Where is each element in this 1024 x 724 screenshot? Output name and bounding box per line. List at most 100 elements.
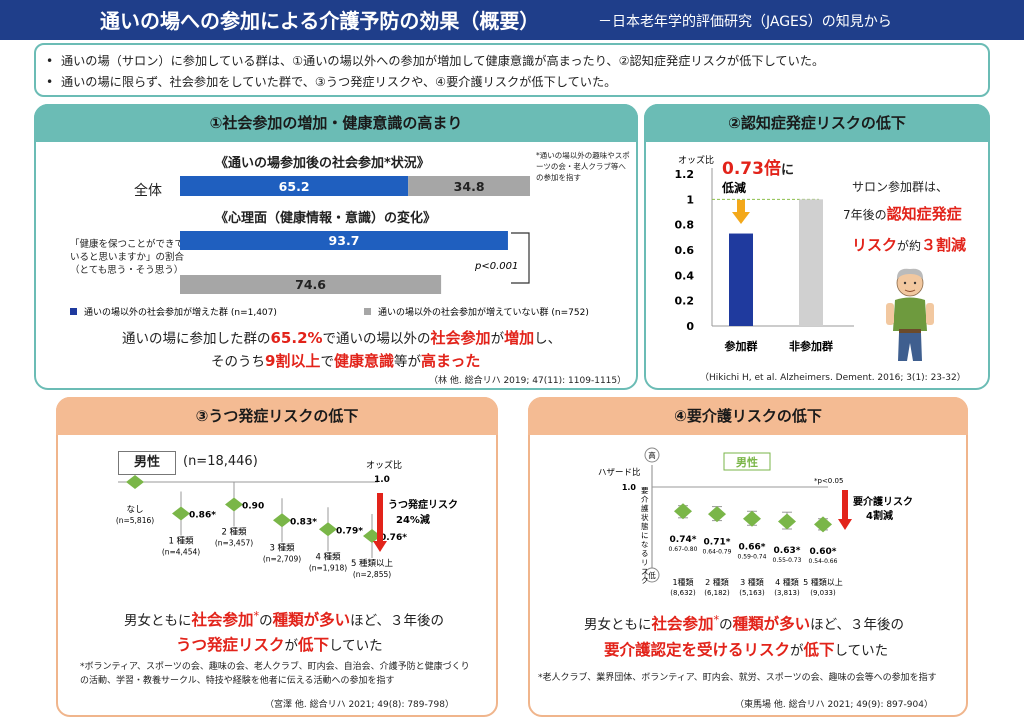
panel-1-title: ①社会参加の増加・健康意識の高まり <box>34 104 638 142</box>
confidence-interval-label: 0.64-0.79 <box>703 549 732 556</box>
legend-label-not-increased: 通いの場以外の社会参加が増えていない群 (n=752) <box>378 306 589 318</box>
significance-note: *p<0.05 <box>814 477 843 485</box>
health-awareness-bar-label: 93.7 <box>329 233 360 248</box>
odds-ratio-marker <box>225 497 243 512</box>
category-n-label: (n=4,454) <box>162 548 200 557</box>
low-marker <box>644 567 660 583</box>
odds-bar <box>799 199 823 326</box>
category-n-label: (n=5,816) <box>116 516 154 525</box>
low-label: 低 <box>648 570 656 580</box>
depression-forest-plot: オッズ比 1.0 なし(n=5,816) 0.86* 1 種類(n=4,454) 0.90… <box>116 459 458 579</box>
dementia-text-2: 7年後の認知症発症 <box>843 205 962 223</box>
hazard-ratio-label: 0.66* <box>739 542 766 552</box>
x-category-label: 非参加群 <box>789 339 833 353</box>
down-arrow-icon <box>838 519 852 530</box>
odds-ratio-marker <box>319 522 337 537</box>
category-label: 3 種類 <box>740 577 764 587</box>
panel-3-conclusion-1: 男女ともに社会参加*の種類が多いほど、３年後の <box>124 609 444 630</box>
category-label: 4 種類 <box>315 551 341 562</box>
reference-axis-label: オッズ比 <box>366 459 402 471</box>
p-value: p<0.001 <box>474 261 518 272</box>
category-label: 1種類 <box>672 577 693 587</box>
category-label: 4 種類 <box>775 577 799 587</box>
category-n-label: (n=1,918) <box>309 563 347 572</box>
confidence-interval-label: 0.59-0.74 <box>738 553 767 560</box>
hazard-ratio-label: 0.74* <box>670 535 697 545</box>
y-tick-label: 0.8 <box>675 219 695 232</box>
chart-2-title: 《心理面（健康情報・意識）の変化》 <box>215 211 437 226</box>
reduction-annotation-sub: 低減 <box>721 180 746 195</box>
elderly-man-illustration <box>886 268 934 361</box>
high-marker <box>644 447 660 463</box>
panel-4-conclusion-1: 男女ともに社会参加*の種類が多いほど、３年後の <box>584 613 904 634</box>
bar-segment-not-increased <box>408 176 530 196</box>
page-title: 通いの場への参加による介護予防の効果（概要） <box>100 9 540 33</box>
panel-2-reference: （Hikichi H, et al. Alzheimers. Dement. 2… <box>700 373 966 383</box>
category-n-label: (8,632) <box>670 589 696 597</box>
y-axis-subtitle: 要介護状態になるリスク <box>641 486 649 585</box>
page-subtitle: －日本老年学的評価研究（JAGES）の知見から <box>598 14 892 30</box>
category-label: 2 種類 <box>221 527 247 538</box>
health-awareness-bar-label: 74.6 <box>295 277 326 292</box>
sample-size: (n=18,446) <box>183 454 258 469</box>
chart-1-title: 《通いの場参加後の社会参加*状況》 <box>215 156 430 171</box>
category-n-label: (6,182) <box>704 589 730 597</box>
category-label-all: 全体 <box>134 183 162 199</box>
hazard-ratio-label: 0.60* <box>810 547 837 557</box>
category-label: 2 種類 <box>705 577 729 587</box>
y-tick-label: 0.2 <box>675 295 695 308</box>
health-awareness-bar <box>180 231 508 250</box>
question-label: 「健康を保つことができて いると思いますか」の割合 （とても思う・そう思う） <box>70 239 185 276</box>
panel-4-title: ④要介護リスクの低下 <box>528 397 968 435</box>
category-n-label: (n=2,855) <box>353 570 391 579</box>
odds-ratio-label: 0.79* <box>336 526 363 536</box>
legend-label-increased: 通いの場以外の社会参加が増えた群 (n=1,407) <box>84 306 277 318</box>
reference-value-label: 1.0 <box>622 483 637 492</box>
risk-reduction-label: 要介護リスク <box>853 495 913 508</box>
odds-ratio-marker <box>172 506 190 521</box>
panel-1-conclusion-1: 通いの場に参加した群の65.2%で通いの場以外の社会参加が増加し、 <box>122 329 562 347</box>
panel-1-conclusion-2: そのうち9割以上で健康意識等が高まった <box>211 352 481 370</box>
summary-box: • 通いの場（サロン）に参加している群は、①通いの場以外への参加が増加して健康意… <box>34 43 990 97</box>
high-label: 高 <box>648 450 656 460</box>
hazard-ratio-marker <box>743 510 761 527</box>
legend-swatch-increased <box>70 308 77 315</box>
panel-3-reference: （宮澤 他. 総合リハ 2021; 49(8): 789-798） <box>265 700 454 710</box>
category-n-label: (9,033) <box>810 589 836 597</box>
down-arrow-icon <box>732 200 750 224</box>
y-tick-label: 1.2 <box>675 168 695 181</box>
footnote-social-participation: *通いの場以外の趣味やスポーツの会・老人クラブ等への参加を指す <box>536 151 630 182</box>
sex-badge: 男性 <box>118 451 176 475</box>
down-arrow-icon <box>373 541 387 552</box>
odds-bar <box>729 233 753 326</box>
sex-badge <box>723 452 771 471</box>
dementia-text-1: サロン参加群は、 <box>852 180 949 194</box>
panel-1-reference: （林 他. 総合リハ 2019; 47(11): 1109-1115） <box>429 376 627 386</box>
panel-3-conclusion-2: うつ発症リスクが低下していた <box>176 636 383 654</box>
significance-bracket <box>511 232 530 284</box>
category-label: 5 種類以上 <box>351 558 394 569</box>
y-tick-label: 0.4 <box>675 269 695 282</box>
risk-reduction-value: 24%減 <box>396 513 430 526</box>
hazard-ratio-marker <box>674 503 692 520</box>
y-tick-label: 0 <box>686 320 694 333</box>
y-axis-title: オッズ比 <box>678 154 714 166</box>
panel-2-title: ②認知症発症リスクの低下 <box>644 104 990 142</box>
y-axis-title: ハザード比 <box>598 467 641 478</box>
reduction-annotation: 0.73倍に <box>722 158 794 179</box>
header-bar: 通いの場への参加による介護予防の効果（概要） －日本老年学的評価研究（JAGES… <box>0 0 1024 40</box>
y-tick-label: 1 <box>686 193 694 206</box>
odds-ratio-label: 0.83* <box>290 517 317 527</box>
panel-4-reference: （東馬場 他. 総合リハ 2021; 49(9): 897-904） <box>735 700 933 710</box>
legend-swatch-not-increased <box>364 308 371 315</box>
category-n-label: (n=3,457) <box>215 539 253 548</box>
health-awareness-bar <box>180 275 442 294</box>
reference-value-label: 1.0 <box>374 475 390 485</box>
confidence-interval-label: 0.67-0.80 <box>669 546 698 553</box>
category-label: なし <box>126 505 143 515</box>
odds-ratio-label: 0.86* <box>189 511 216 521</box>
panel-3-title: ③うつ発症リスクの低下 <box>56 397 498 435</box>
odds-ratio-marker <box>126 475 144 489</box>
